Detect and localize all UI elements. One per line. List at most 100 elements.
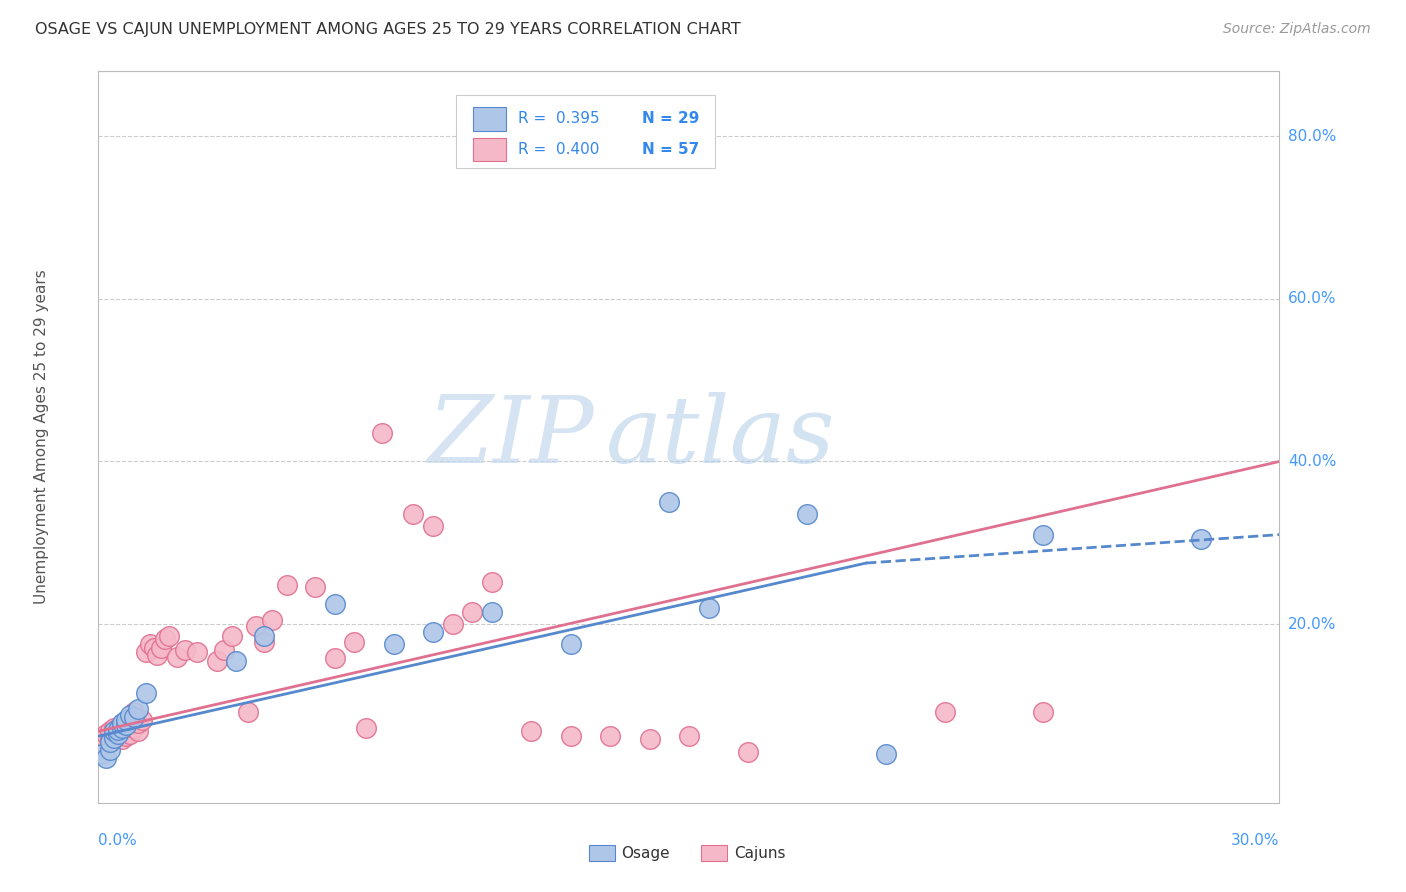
Text: 80.0%: 80.0%	[1288, 128, 1336, 144]
Point	[135, 645, 157, 659]
Point	[260, 613, 283, 627]
FancyBboxPatch shape	[472, 107, 506, 130]
Point	[166, 649, 188, 664]
Point	[135, 686, 157, 700]
Point	[221, 629, 243, 643]
Point	[1032, 527, 1054, 541]
Text: ZIP: ZIP	[427, 392, 595, 482]
Point	[98, 743, 121, 757]
Point	[560, 729, 582, 743]
Point	[155, 632, 177, 646]
Point	[697, 600, 720, 615]
Point	[402, 508, 425, 522]
Point	[111, 721, 134, 735]
Text: Source: ZipAtlas.com: Source: ZipAtlas.com	[1223, 22, 1371, 37]
Point	[96, 732, 118, 747]
Point	[796, 508, 818, 522]
Point	[214, 643, 236, 657]
Point	[304, 581, 326, 595]
Point	[103, 721, 125, 735]
Text: N = 29: N = 29	[641, 112, 699, 127]
Point	[98, 724, 121, 739]
Text: atlas: atlas	[606, 392, 835, 482]
Point	[1032, 705, 1054, 719]
Text: 30.0%: 30.0%	[1232, 833, 1279, 848]
Point	[422, 519, 444, 533]
Point	[441, 617, 464, 632]
Point	[115, 713, 138, 727]
Text: Osage: Osage	[621, 846, 671, 861]
Point	[138, 637, 160, 651]
Point	[276, 578, 298, 592]
Point	[103, 731, 125, 745]
Point	[122, 710, 145, 724]
Point	[157, 629, 180, 643]
Point	[103, 731, 125, 745]
Point	[142, 641, 165, 656]
Text: OSAGE VS CAJUN UNEMPLOYMENT AMONG AGES 25 TO 29 YEARS CORRELATION CHART: OSAGE VS CAJUN UNEMPLOYMENT AMONG AGES 2…	[35, 22, 741, 37]
Text: 0.0%: 0.0%	[98, 833, 138, 848]
Point	[481, 605, 503, 619]
Point	[115, 718, 138, 732]
Point	[236, 705, 259, 719]
Point	[875, 747, 897, 761]
Point	[422, 625, 444, 640]
Point	[98, 735, 121, 749]
Point	[96, 727, 118, 741]
Point	[225, 654, 247, 668]
Text: Unemployment Among Ages 25 to 29 years: Unemployment Among Ages 25 to 29 years	[34, 269, 49, 605]
Point	[118, 727, 141, 741]
Point	[520, 724, 543, 739]
Point	[111, 723, 134, 737]
Point	[131, 713, 153, 727]
Point	[354, 721, 377, 735]
Point	[127, 716, 149, 731]
Point	[122, 721, 145, 735]
Point	[599, 729, 621, 743]
Text: N = 57: N = 57	[641, 142, 699, 157]
Point	[91, 739, 114, 753]
Point	[245, 618, 267, 632]
Point	[934, 705, 956, 719]
Point	[98, 732, 121, 747]
Point	[371, 425, 394, 440]
Point	[186, 645, 208, 659]
Point	[111, 732, 134, 747]
Text: 40.0%: 40.0%	[1288, 454, 1336, 469]
Point	[174, 643, 197, 657]
Point	[103, 724, 125, 739]
Point	[382, 637, 405, 651]
Point	[658, 495, 681, 509]
Text: R =  0.400: R = 0.400	[517, 142, 599, 157]
FancyBboxPatch shape	[700, 846, 727, 862]
Text: Cajuns: Cajuns	[734, 846, 786, 861]
Point	[481, 574, 503, 589]
Point	[111, 716, 134, 731]
Point	[107, 729, 129, 743]
Point	[678, 729, 700, 743]
Point	[115, 718, 138, 732]
Point	[737, 745, 759, 759]
FancyBboxPatch shape	[589, 846, 614, 862]
Point	[253, 635, 276, 649]
Text: R =  0.395: R = 0.395	[517, 112, 599, 127]
Point	[146, 648, 169, 662]
Point	[107, 727, 129, 741]
Point	[560, 637, 582, 651]
Point	[96, 751, 118, 765]
FancyBboxPatch shape	[457, 95, 714, 168]
Point	[107, 721, 129, 735]
FancyBboxPatch shape	[472, 138, 506, 161]
Point	[91, 747, 114, 761]
Point	[461, 605, 484, 619]
Text: 20.0%: 20.0%	[1288, 616, 1336, 632]
Point	[253, 629, 276, 643]
Point	[343, 635, 366, 649]
Point	[127, 702, 149, 716]
Point	[115, 729, 138, 743]
Point	[150, 641, 173, 656]
Point	[107, 723, 129, 737]
Point	[205, 654, 228, 668]
Point	[118, 714, 141, 729]
Text: 60.0%: 60.0%	[1288, 292, 1336, 307]
